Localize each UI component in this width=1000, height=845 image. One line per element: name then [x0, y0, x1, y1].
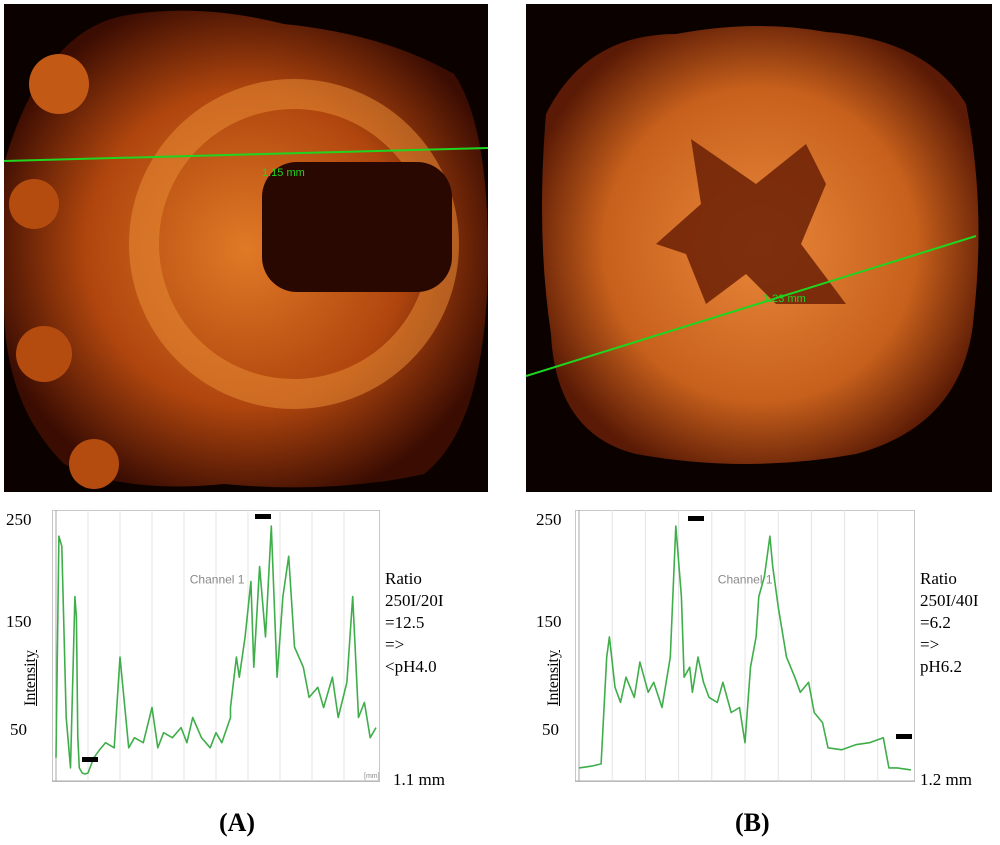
plot-caption: Channel 1 — [190, 572, 245, 586]
intensity-trace — [578, 525, 912, 771]
ylabel-b: Intensity — [545, 650, 562, 706]
ytick-b-150: 150 — [536, 612, 562, 631]
ytick-a-50: 50 — [10, 720, 27, 739]
panel-label-a: (A) — [219, 808, 256, 837]
ratio-note-a: Ratio 250I/20I =12.5 => <pH4.0 — [385, 569, 444, 676]
marker-min-a — [82, 757, 98, 762]
marker-min-b — [896, 734, 912, 739]
ytick-b-50: 50 — [542, 720, 559, 739]
central-cavity-b — [656, 139, 846, 304]
chart-b: Channel 1 — [575, 510, 915, 782]
unit-b: 1.2 mm — [920, 770, 972, 789]
intensity-trace — [55, 525, 377, 775]
plot-a: Channel 1 [mm] — [52, 510, 380, 782]
ytick-a-150: 150 — [6, 612, 32, 631]
line-label-b: 1.23 mm — [763, 293, 806, 305]
line-label-a: 1.15 mm — [262, 167, 305, 179]
ratio-note-b: Ratio 250I/40I =6.2 => pH6.2 — [920, 569, 979, 676]
axis-unit-label: [mm] — [364, 773, 380, 780]
marker-max-b — [688, 516, 704, 521]
plot-b: Channel 1 — [575, 510, 915, 782]
ytick-a-250: 250 — [6, 510, 32, 529]
marker-max-a — [255, 514, 271, 519]
plot-caption: Channel 1 — [718, 572, 773, 586]
lumen-a — [262, 162, 452, 292]
panel-label-b: (B) — [735, 808, 770, 837]
chart-a: Channel 1 [mm] — [52, 510, 380, 782]
scanline-a — [4, 147, 488, 162]
scanline-b — [526, 235, 977, 377]
ylabel-a: Intensity — [22, 650, 39, 706]
unit-a: 1.1 mm — [393, 770, 445, 789]
micrograph-b: 1.23 mm — [526, 4, 992, 492]
ytick-b-250: 250 — [536, 510, 562, 529]
micrograph-a: 1.15 mm — [4, 4, 488, 492]
